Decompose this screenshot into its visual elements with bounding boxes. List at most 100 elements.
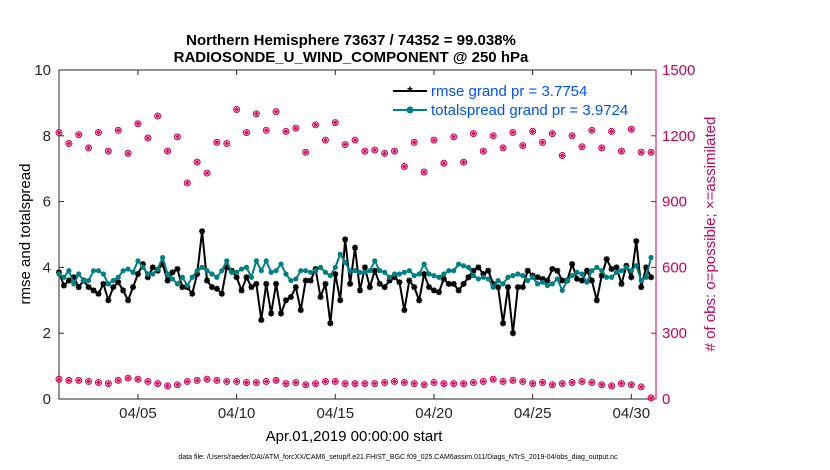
obs-point: [341, 380, 349, 388]
rmse-point: [480, 270, 487, 277]
obs-possible-marker: [489, 132, 497, 140]
obs-point: [578, 377, 586, 385]
obs-possible-marker: [519, 142, 527, 150]
obs-point: [351, 136, 359, 144]
spread-point: [214, 274, 220, 280]
spread-point: [115, 274, 121, 280]
spread-point: [189, 274, 195, 280]
obs-assimilated-marker: [175, 382, 180, 388]
obs-point: [321, 136, 329, 144]
spread-point: [184, 282, 190, 289]
obs-assimilated-marker: [540, 380, 545, 385]
rmse-point: [519, 284, 526, 291]
rmse-point: [435, 289, 442, 296]
obs-assimilated-marker: [530, 381, 535, 386]
obs-point: [75, 376, 83, 384]
rmse-point: [430, 287, 437, 294]
rmse-point: [100, 280, 107, 287]
obs-possible-marker: [242, 379, 250, 387]
obs-assimilated-marker: [421, 382, 427, 388]
spread-point: [569, 273, 575, 279]
rmse-point: [95, 290, 102, 297]
spread-point: [594, 264, 600, 270]
rmse-point: [263, 280, 270, 287]
spread-point: [648, 254, 654, 261]
spread-point: [332, 264, 338, 270]
x-tick-label: 04/25: [514, 405, 552, 422]
spread-point: [243, 264, 250, 270]
obs-possible-marker: [292, 379, 300, 387]
obs-point: [331, 119, 339, 127]
plot-area: [58, 69, 657, 400]
obs-assimilated-marker: [619, 148, 624, 154]
spread-point: [160, 254, 166, 261]
rmse-point: [287, 294, 294, 301]
obs-point: [124, 374, 132, 382]
rmse-point: [233, 274, 240, 281]
obs-assimilated-marker: [490, 133, 496, 139]
obs-assimilated-marker: [530, 129, 535, 134]
obs-point: [499, 144, 507, 152]
rmse-point: [208, 284, 215, 291]
obs-assimilated-marker: [214, 140, 220, 145]
rmse-point: [60, 282, 67, 289]
legend-rmse-label: rmse grand pr = 3.7754: [431, 83, 587, 100]
obs-point: [450, 133, 458, 141]
obs-possible-marker: [65, 376, 73, 384]
obs-possible-marker: [272, 108, 280, 116]
obs-assimilated-marker: [352, 381, 358, 386]
obs-point: [617, 147, 625, 155]
spread-point: [446, 268, 452, 274]
obs-assimilated-marker: [224, 379, 230, 384]
obs-possible-marker: [529, 127, 537, 135]
spread-point: [362, 269, 368, 275]
spread-point: [352, 268, 358, 274]
obs-point: [391, 377, 399, 385]
obs-assimilated-marker: [352, 137, 358, 143]
spread-point: [534, 281, 541, 287]
x-axis-ticks: 04/05 04/10 04/15 04/20 04/25 04/30: [119, 70, 650, 422]
obs-possible-marker: [55, 375, 63, 383]
obs-point: [430, 136, 438, 144]
obs-assimilated-marker: [273, 378, 279, 383]
spread-point: [164, 271, 171, 277]
spread-point: [495, 277, 501, 284]
obs-point: [223, 139, 231, 147]
rmse-point: [421, 270, 428, 277]
rmse-point: [297, 307, 304, 314]
rmse-point: [332, 270, 339, 277]
obs-point: [479, 147, 487, 155]
spread-point: [110, 277, 116, 284]
obs-possible-marker: [598, 144, 606, 152]
obs-point: [420, 168, 428, 176]
obs-possible-marker: [578, 377, 586, 385]
obs-assimilated-marker: [263, 128, 269, 133]
obs-point: [440, 380, 448, 388]
obs-point: [262, 377, 270, 385]
rmse-point: [213, 285, 220, 292]
spread-point: [342, 259, 348, 266]
obs-assimilated-marker: [559, 153, 565, 158]
spread-point: [130, 269, 136, 275]
obs-assimilated-marker: [629, 382, 634, 388]
spread-point: [194, 268, 200, 274]
rmse-point: [618, 280, 625, 287]
rmse-point: [327, 320, 334, 327]
obs-possible-marker: [252, 379, 260, 387]
spread-point: [589, 268, 595, 274]
left-y-tick-label: 8: [43, 128, 51, 145]
rmse-point: [347, 280, 354, 287]
rmse-point: [445, 280, 452, 287]
obs-point: [371, 146, 379, 154]
chart-title-line2: RADIOSONDE_U_WIND_COMPONENT @ 250 hPa: [174, 49, 529, 66]
obs-assimilated-marker: [155, 113, 160, 119]
obs-possible-marker: [104, 380, 112, 388]
rmse-point: [648, 274, 655, 281]
rmse-point: [638, 284, 645, 291]
spread-point: [396, 271, 403, 277]
spread-point: [515, 271, 521, 277]
obs-possible-marker: [233, 377, 241, 385]
obs-assimilated-marker: [125, 375, 131, 381]
rmse-point: [544, 277, 551, 284]
obs-assimilated-marker: [313, 381, 318, 386]
